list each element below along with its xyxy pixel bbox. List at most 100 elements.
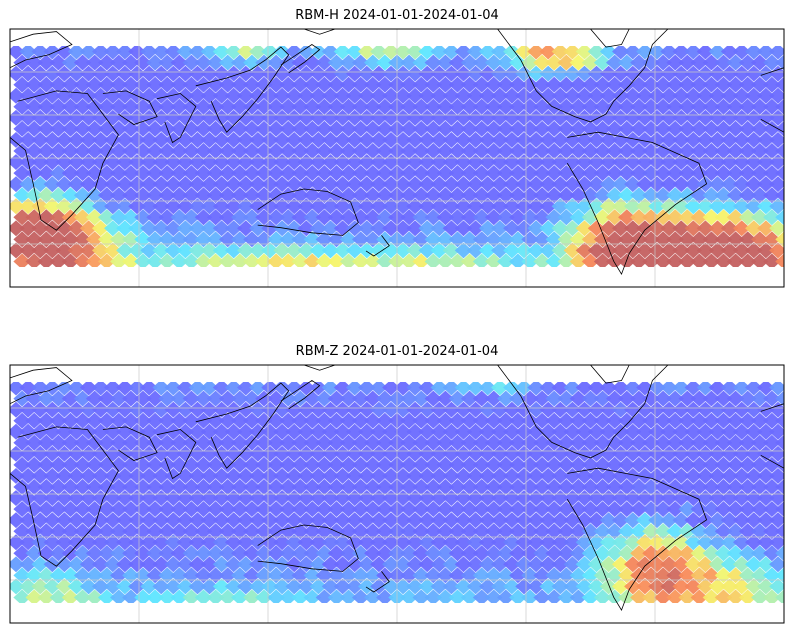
heatmap-cell <box>327 412 346 429</box>
heatmap-cell <box>714 120 733 137</box>
heatmap-cell <box>630 209 648 226</box>
heatmap-cell <box>206 523 225 540</box>
heatmap-cell <box>261 468 279 484</box>
heatmap-cell <box>13 390 31 407</box>
heatmap-cell <box>539 87 557 104</box>
heatmap-cell <box>551 534 569 551</box>
heatmap-cell <box>430 132 448 148</box>
heatmap-cell <box>539 556 557 573</box>
heatmap-cell <box>327 165 346 181</box>
heatmap-cell <box>763 589 781 606</box>
heatmap-cell <box>85 209 104 226</box>
heatmap-cell <box>31 468 49 484</box>
heatmap-cell <box>231 589 249 606</box>
heatmap-cell <box>79 468 98 484</box>
heatmap-cell <box>509 120 527 137</box>
heatmap-cell <box>19 556 37 573</box>
heatmap-cell <box>599 468 618 484</box>
heatmap-cell <box>672 65 690 82</box>
heatmap-cell <box>297 512 315 529</box>
heatmap-cell <box>485 523 503 540</box>
heatmap-cell <box>412 54 430 71</box>
heatmap-cell <box>606 456 624 473</box>
heatmap-cell <box>212 512 231 529</box>
heatmap-cell <box>146 54 164 71</box>
heatmap-cell <box>237 242 255 259</box>
heatmap-cell <box>708 556 727 573</box>
heatmap-cell <box>714 253 733 270</box>
heatmap-cell <box>606 434 624 451</box>
heatmap-cell <box>612 176 630 193</box>
heatmap-cell <box>636 445 654 462</box>
heatmap-cell <box>19 445 37 462</box>
heatmap-cell <box>630 589 648 606</box>
map-frame <box>9 28 785 288</box>
heatmap-cell <box>739 501 757 517</box>
heatmap-cell <box>261 132 279 148</box>
heatmap-cell <box>406 534 424 551</box>
heatmap-cell <box>170 589 188 606</box>
heatmap-cell <box>110 567 128 584</box>
heatmap-cell <box>648 445 666 462</box>
heatmap-cell <box>672 87 690 104</box>
heatmap-cell <box>448 231 467 248</box>
heatmap-cell <box>430 242 448 259</box>
heatmap-cell <box>733 43 751 60</box>
heatmap-cell <box>358 578 376 595</box>
heatmap-cell <box>200 445 219 462</box>
heatmap-cell <box>648 220 666 237</box>
heatmap-cell <box>460 187 479 204</box>
heatmap-cell <box>37 253 55 270</box>
heatmap-cell <box>612 220 630 237</box>
heatmap-cell <box>61 120 80 137</box>
heatmap-cell <box>152 242 170 259</box>
heatmap-cell <box>7 512 25 529</box>
heatmap-cell <box>267 501 285 517</box>
heatmap-cell <box>7 242 25 259</box>
heatmap-cell <box>188 445 207 462</box>
heatmap-cell <box>479 43 497 60</box>
heatmap-cell <box>412 501 430 517</box>
heatmap-cell <box>67 176 86 193</box>
heatmap-cell <box>152 423 170 440</box>
heatmap-cell <box>370 65 388 82</box>
heatmap-cell <box>563 379 582 396</box>
heatmap-cell <box>448 253 467 270</box>
heatmap-cell <box>364 412 382 429</box>
heatmap-cell <box>515 87 533 104</box>
heatmap-cell <box>630 165 648 181</box>
heatmap-cell <box>122 501 140 517</box>
heatmap-cell <box>515 468 533 484</box>
heatmap-cell <box>763 523 781 540</box>
heatmap-cell <box>678 253 696 270</box>
heatmap-cell <box>593 456 612 473</box>
heatmap-cell <box>751 501 769 517</box>
heatmap-cell <box>624 401 642 418</box>
heatmap-cell <box>37 120 55 137</box>
heatmap-cell <box>13 54 31 71</box>
heatmap-cell <box>152 512 170 529</box>
heatmap-cell <box>67 578 86 595</box>
heatmap-cell <box>315 456 334 473</box>
heatmap-cell <box>726 165 745 181</box>
heatmap-cell <box>200 109 219 126</box>
heatmap-cell <box>352 54 370 71</box>
heatmap-cell <box>636 220 654 237</box>
heatmap-cell <box>122 187 140 204</box>
heatmap-cell <box>152 87 170 104</box>
heatmap-cell <box>593 501 612 517</box>
heatmap-cell <box>249 534 267 551</box>
heatmap-cell <box>364 390 382 407</box>
heatmap-cell <box>606 567 624 584</box>
heatmap-cell <box>436 54 455 71</box>
heatmap-cell <box>430 512 448 529</box>
heatmap-cell <box>370 242 388 259</box>
heatmap-cell <box>194 165 213 181</box>
heatmap-cell <box>309 220 328 237</box>
heatmap-cell <box>569 567 588 584</box>
heatmap-cell <box>726 54 745 71</box>
heatmap-cell <box>466 512 485 529</box>
heatmap-cell <box>327 390 346 407</box>
heatmap-cell <box>563 87 582 104</box>
coastline-path <box>257 524 359 572</box>
